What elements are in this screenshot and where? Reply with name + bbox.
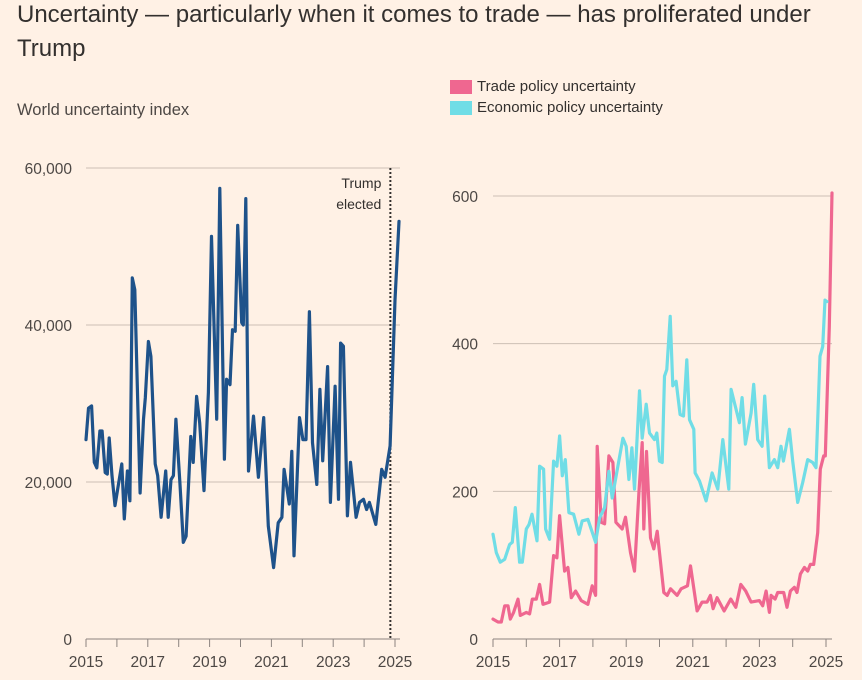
left-x-tick-label: 2021 (254, 654, 288, 671)
legend-label-trade: Trade policy uncertainty (477, 78, 636, 95)
legend-item-economic: Economic policy uncertainty (450, 97, 663, 118)
right-y-tick-label: 200 (452, 484, 478, 501)
left-y-tick-label: 40,000 (25, 318, 73, 335)
right-x-tick-label: 2017 (542, 654, 576, 671)
right-y-tick-label: 400 (452, 337, 478, 354)
trade-policy-uncertainty-line (491, 191, 834, 624)
annotation-label: Trump (341, 175, 381, 191)
chart-title: Uncertainty — particularly when it comes… (17, 1, 811, 62)
right-x-tick-label: 2023 (742, 654, 776, 671)
legend: Trade policy uncertainty Economic policy… (450, 76, 663, 118)
annotation-label: elected (336, 196, 381, 212)
economic-policy-uncertainty-line (491, 298, 829, 564)
right-y-tick-label: 600 (452, 189, 478, 206)
right-y-tick-label: 0 (469, 632, 478, 649)
left-x-tick-label: 2019 (192, 654, 226, 671)
right-x-tick-label: 2021 (676, 654, 710, 671)
world-uncertainty-index-line (84, 186, 401, 570)
left-chart-subtitle: World uncertainty index (17, 101, 190, 119)
left-y-tick-label: 20,000 (25, 475, 73, 492)
legend-swatch-economic (450, 100, 472, 115)
left-y-tick-label: 60,000 (25, 161, 73, 178)
left-x-tick-label: 2023 (316, 654, 350, 671)
left-x-tick-label: 2025 (378, 654, 412, 671)
left-x-tick-label: 2017 (131, 654, 165, 671)
legend-swatch-trade (450, 79, 472, 94)
left-x-tick-label: 2015 (69, 654, 103, 671)
left-y-tick-label: 0 (63, 632, 72, 649)
right-x-tick-label: 2019 (609, 654, 643, 671)
legend-label-economic: Economic policy uncertainty (477, 99, 663, 116)
right-x-tick-label: 2025 (809, 654, 843, 671)
right-x-tick-label: 2015 (476, 654, 510, 671)
legend-item-trade: Trade policy uncertainty (450, 76, 663, 97)
